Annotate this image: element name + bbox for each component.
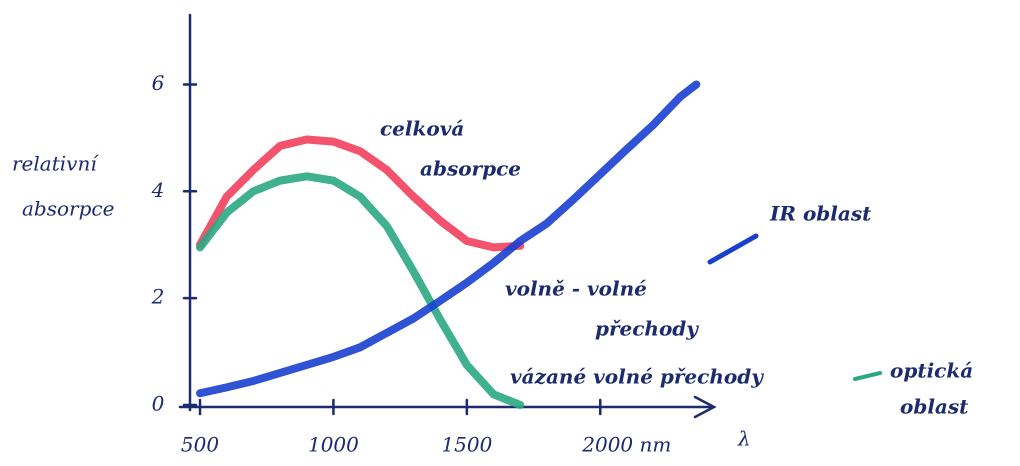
series-line xyxy=(196,80,701,398)
x-tick-label: 1000 xyxy=(308,433,359,457)
x-tick-label: 500 xyxy=(181,433,219,457)
x-tick-label: 2000 nm xyxy=(581,433,671,457)
series-line xyxy=(196,172,525,409)
x-axis-arrow xyxy=(693,395,717,419)
optic-dash xyxy=(853,371,882,381)
y-tick-label: 6 xyxy=(152,71,165,95)
y-tick-label: 2 xyxy=(151,285,165,309)
annotation: volně - volné xyxy=(505,277,647,301)
annotation: absorpce xyxy=(420,157,521,181)
y-axis-label: absorpce xyxy=(22,197,114,221)
annotation: vázané volné přechody xyxy=(510,365,764,389)
annotation: oblast xyxy=(900,395,969,419)
series-line xyxy=(196,135,525,252)
y-tick-label: 0 xyxy=(152,392,165,416)
ir-dash xyxy=(707,233,759,265)
annotation: celková xyxy=(380,117,464,141)
y-tick-label: 4 xyxy=(151,178,165,202)
y-axis-label: relativní xyxy=(12,152,99,176)
annotation: optická xyxy=(890,359,973,383)
annotation: přechody xyxy=(595,317,699,341)
x-tick-label: 1500 xyxy=(441,433,492,457)
annotation: IR oblast xyxy=(769,202,872,226)
x-axis-label: λ xyxy=(737,427,751,451)
